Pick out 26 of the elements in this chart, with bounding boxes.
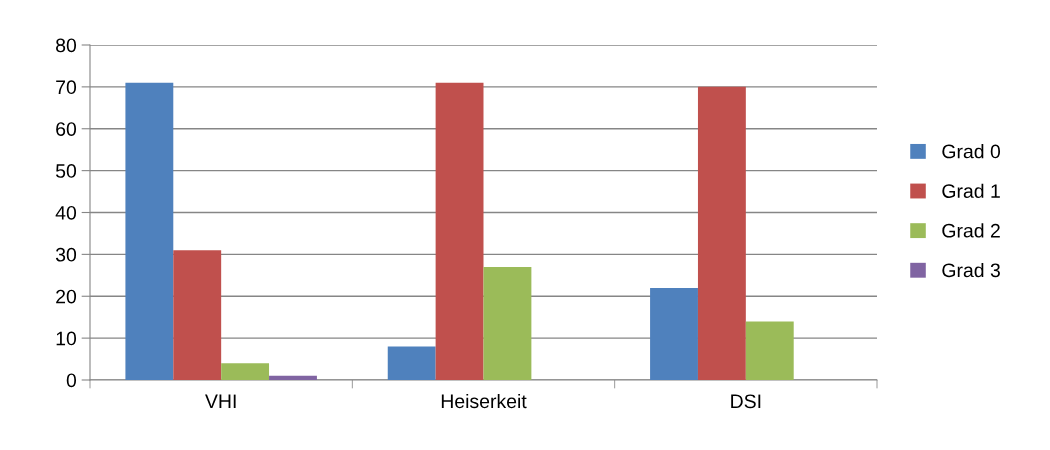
bar: [387, 346, 436, 380]
y-tick-label: 50: [55, 164, 77, 178]
bar: [650, 287, 698, 380]
y-tick-label: 0: [66, 373, 77, 388]
y-tick-label: 70: [56, 80, 77, 95]
bar: [745, 321, 794, 380]
legend-label: Grad 3: [942, 262, 1000, 278]
y-tick-label: 40: [55, 205, 77, 220]
bar: [697, 86, 746, 380]
bar: [173, 250, 222, 380]
bar: [483, 266, 532, 380]
legend-label: Grad 0: [942, 144, 1001, 159]
bar: [435, 82, 484, 380]
y-tick-label: 20: [56, 289, 77, 304]
x-tick-label: DSI: [731, 394, 761, 409]
y-tick-label: 10: [56, 331, 77, 346]
bar: [125, 82, 174, 380]
legend-label: Grad 1: [942, 183, 1000, 198]
legend-label: Grad 2: [942, 223, 1000, 238]
x-tick-label: VHI: [205, 394, 236, 408]
y-tick-label: 30: [55, 247, 77, 262]
y-tick-label: 80: [56, 38, 77, 53]
bar: [269, 375, 317, 380]
y-tick-label: 60: [56, 122, 77, 136]
x-tick-label: Heiserkeit: [441, 393, 527, 409]
bar: [221, 363, 270, 380]
